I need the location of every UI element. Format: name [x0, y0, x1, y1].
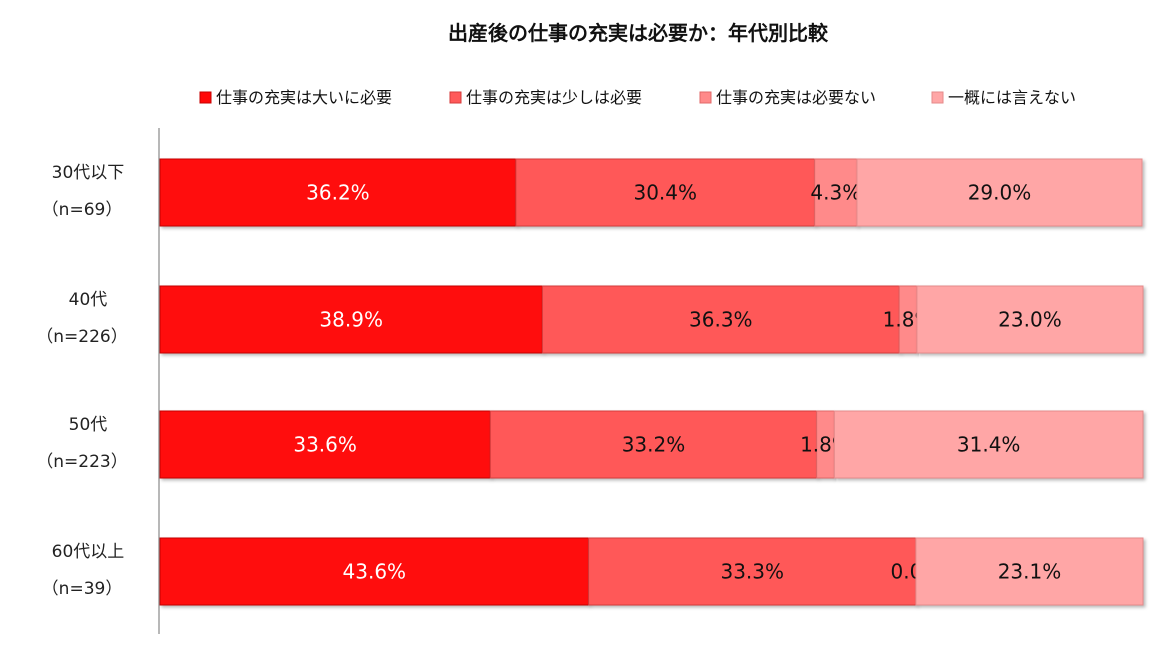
legend-item: 仕事の充実は必要ない	[699, 88, 876, 107]
bar-segment	[814, 158, 858, 227]
category-labels: 30代以下 （n=69） 40代 （n=226） 50代 （n=223） 60代以上 （n=3…	[36, 163, 127, 599]
data-label: 30.4%	[633, 181, 697, 205]
category-sample-size: （n=69）	[42, 200, 123, 220]
bar-segment	[588, 537, 917, 606]
chart-title: 出産後の仕事の充実は必要か：年代別比較	[448, 21, 829, 45]
bar-segment	[856, 158, 1143, 227]
data-label: 36.2%	[306, 181, 370, 205]
bar-row: 36.2% 30.4% 4.3% 29.0%	[159, 158, 1143, 227]
legend-item: 一概には言えない	[931, 88, 1076, 107]
data-label: 23.0%	[998, 308, 1062, 332]
data-label: 36.3%	[689, 308, 753, 332]
category-label: 60代以上	[52, 542, 125, 562]
bar-segment	[159, 410, 491, 479]
bar-row: 33.6% 33.2% 1.8% 31.4%	[159, 410, 1144, 479]
legend-label: 一概には言えない	[948, 88, 1076, 107]
legend-swatch	[931, 91, 944, 104]
bar-segment	[515, 158, 816, 227]
legend-item: 仕事の充実は大いに必要	[199, 88, 392, 107]
bar-segment	[833, 410, 1144, 479]
bar-segment	[159, 285, 543, 354]
bar-segment	[489, 410, 818, 479]
category-label: 30代以下	[52, 163, 125, 183]
bar-row: 38.9% 36.3% 1.8% 23.0%	[159, 285, 1144, 354]
legend-item: 仕事の充実は少しは必要	[449, 88, 642, 107]
legend-label: 仕事の充実は少しは必要	[466, 88, 642, 107]
data-label: 33.3%	[720, 560, 784, 584]
legend-label: 仕事の充実は必要ない	[716, 88, 876, 107]
data-label: 4.3%	[810, 181, 861, 205]
category-label: 40代	[69, 290, 108, 310]
legend: 仕事の充実は大いに必要 仕事の充実は少しは必要 仕事の充実は必要ない 一概には言えない	[199, 88, 1076, 107]
data-label: 43.6%	[343, 560, 407, 584]
legend-swatch	[199, 91, 212, 104]
category-sample-size: （n=226）	[36, 327, 127, 347]
bar-segment	[916, 285, 1144, 354]
bar-segment	[159, 537, 590, 606]
category-sample-size: （n=223）	[36, 452, 127, 472]
bar-row: 43.6%33.3%0.0%23.1%	[159, 537, 1144, 606]
data-label: 33.2%	[622, 433, 686, 457]
data-label: 38.9%	[319, 308, 383, 332]
legend-swatch	[699, 91, 712, 104]
data-label: 23.1%	[998, 560, 1062, 584]
data-label: 33.6%	[293, 433, 357, 457]
legend-label: 仕事の充実は大いに必要	[216, 88, 392, 107]
category-sample-size: （n=39）	[42, 579, 123, 599]
bar-segment	[915, 537, 1144, 606]
legend-swatch	[449, 91, 462, 104]
bars: 36.2% 30.4% 4.3% 29.0%38.9% 36.3% 1.8% 23.0%33…	[159, 158, 1144, 606]
data-label: 29.0%	[968, 181, 1032, 205]
data-label: 31.4%	[957, 433, 1021, 457]
bar-segment	[541, 285, 900, 354]
bar-segment	[159, 158, 517, 227]
category-label: 50代	[69, 415, 108, 435]
